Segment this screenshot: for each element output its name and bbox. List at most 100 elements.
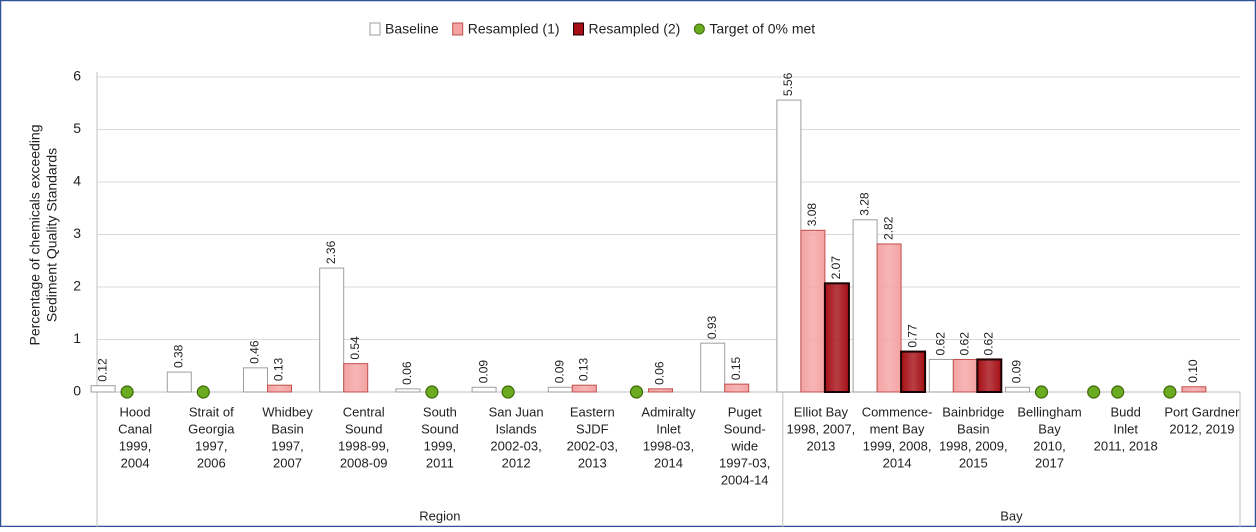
value-label: 3.08 xyxy=(805,203,819,227)
x-tick-label: Basin xyxy=(271,421,304,436)
x-tick-label: 2004 xyxy=(121,455,150,470)
target-marker xyxy=(629,385,644,399)
value-label: 0.54 xyxy=(348,336,362,360)
x-tick-label: Commence- xyxy=(862,404,933,419)
x-tick-label: 1997-03, xyxy=(719,455,770,470)
y-tick-label: 3 xyxy=(73,225,81,241)
value-label: 0.06 xyxy=(400,361,414,385)
x-tick-label: Elliot Bay xyxy=(794,404,849,419)
bar xyxy=(928,358,954,393)
x-tick-label: Sound- xyxy=(724,421,766,436)
bar xyxy=(243,367,268,393)
value-label: 0.62 xyxy=(981,332,995,356)
x-tick-label: 2014 xyxy=(883,455,912,470)
x-tick-label: Puget xyxy=(728,404,762,419)
x-tick-label: Eastern xyxy=(570,404,615,419)
x-tick-label: Strait of xyxy=(189,404,234,419)
x-tick-label: 2010, xyxy=(1033,438,1066,453)
x-tick-label: Bellingham xyxy=(1017,404,1081,419)
x-tick-label: Basin xyxy=(957,421,990,436)
legend-label: Resampled (1) xyxy=(468,21,560,37)
x-tick-label: ment Bay xyxy=(870,421,925,436)
x-tick-label: 2011 xyxy=(426,455,454,470)
target-marker xyxy=(1034,385,1049,399)
legend-label: Baseline xyxy=(385,21,439,37)
bar xyxy=(900,350,927,394)
bar xyxy=(648,388,673,393)
x-tick-label: 2013 xyxy=(578,455,607,470)
y-tick-label: 0 xyxy=(73,383,81,399)
value-label: 0.77 xyxy=(905,324,919,348)
value-label: 0.62 xyxy=(957,332,971,356)
legend-label: Target of 0% met xyxy=(709,21,815,37)
x-tick-label: Sound xyxy=(421,421,459,436)
x-tick-label: South xyxy=(423,404,457,419)
target-marker xyxy=(1163,385,1177,399)
legend-swatch xyxy=(369,22,381,36)
value-label: 2.36 xyxy=(324,240,338,264)
x-tick-label: 1999, xyxy=(424,438,457,453)
bar xyxy=(571,384,597,393)
x-tick-label: 1997, xyxy=(195,438,228,453)
bar xyxy=(724,383,750,393)
x-tick-label: 2004-14 xyxy=(721,472,769,487)
value-label: 5.56 xyxy=(781,72,795,96)
target-marker xyxy=(120,385,134,399)
x-tick-label: Budd xyxy=(1111,404,1141,419)
group-label: Region xyxy=(419,508,460,523)
bar xyxy=(395,388,421,393)
x-tick-label: SJDF xyxy=(576,421,609,436)
x-tick-label: Central xyxy=(343,404,385,419)
y-tick-label: 2 xyxy=(73,278,81,294)
bar xyxy=(976,358,1003,394)
x-tick-label: Inlet xyxy=(656,421,681,436)
x-tick-label: 1997, xyxy=(271,438,304,453)
target-marker xyxy=(501,385,515,399)
bar xyxy=(852,219,878,393)
x-tick-label: 2011, 2018 xyxy=(1094,438,1158,453)
bar xyxy=(90,385,116,393)
x-tick-label: 2012 xyxy=(502,455,531,470)
legend-swatch xyxy=(693,23,705,35)
value-label: 2.82 xyxy=(881,216,895,240)
legend-label: Resampled (2) xyxy=(589,21,681,37)
x-tick-label: 1998-99, xyxy=(338,438,389,453)
x-tick-label: Sound xyxy=(345,421,383,436)
x-tick-label: Georgia xyxy=(188,421,235,436)
x-tick-label: Inlet xyxy=(1113,421,1138,436)
y-tick-label: 1 xyxy=(73,330,81,346)
x-tick-label: 2014 xyxy=(654,455,683,470)
x-tick-label: Whidbey xyxy=(262,404,313,419)
value-label: 0.10 xyxy=(1186,359,1200,383)
y-tick-label: 5 xyxy=(73,120,81,136)
x-tick-label: San Juan xyxy=(489,404,544,419)
x-tick-label: 1999, 2008, xyxy=(863,438,932,453)
bar xyxy=(1181,386,1207,393)
value-label: 2.07 xyxy=(829,256,843,280)
value-label: 0.38 xyxy=(171,344,185,368)
y-axis-title: Percentage of chemicals exceeding xyxy=(27,124,43,345)
x-tick-label: 1999, xyxy=(119,438,152,453)
target-marker xyxy=(1087,385,1101,399)
x-tick-label: Admiralty xyxy=(641,404,696,419)
group-label: Bay xyxy=(1000,508,1023,523)
x-tick-label: 1998, 2007, xyxy=(787,421,856,436)
y-tick-label: 4 xyxy=(73,173,81,189)
x-tick-label: 1998, 2009, xyxy=(939,438,1008,453)
y-tick-label: 6 xyxy=(73,68,81,84)
value-label: 0.09 xyxy=(1010,360,1024,384)
value-label: 0.09 xyxy=(552,360,566,384)
legend-swatch xyxy=(573,22,585,36)
x-tick-label: 2008-09 xyxy=(340,455,388,470)
target-marker xyxy=(1111,385,1125,399)
x-tick-label: Bay xyxy=(1038,421,1061,436)
x-tick-label: 2006 xyxy=(197,455,226,470)
legend-swatch xyxy=(452,22,464,36)
x-tick-label: 2007 xyxy=(273,455,302,470)
bar xyxy=(547,386,573,393)
bar xyxy=(776,99,802,393)
bar xyxy=(343,363,369,393)
x-tick-label: 2015 xyxy=(959,455,988,470)
